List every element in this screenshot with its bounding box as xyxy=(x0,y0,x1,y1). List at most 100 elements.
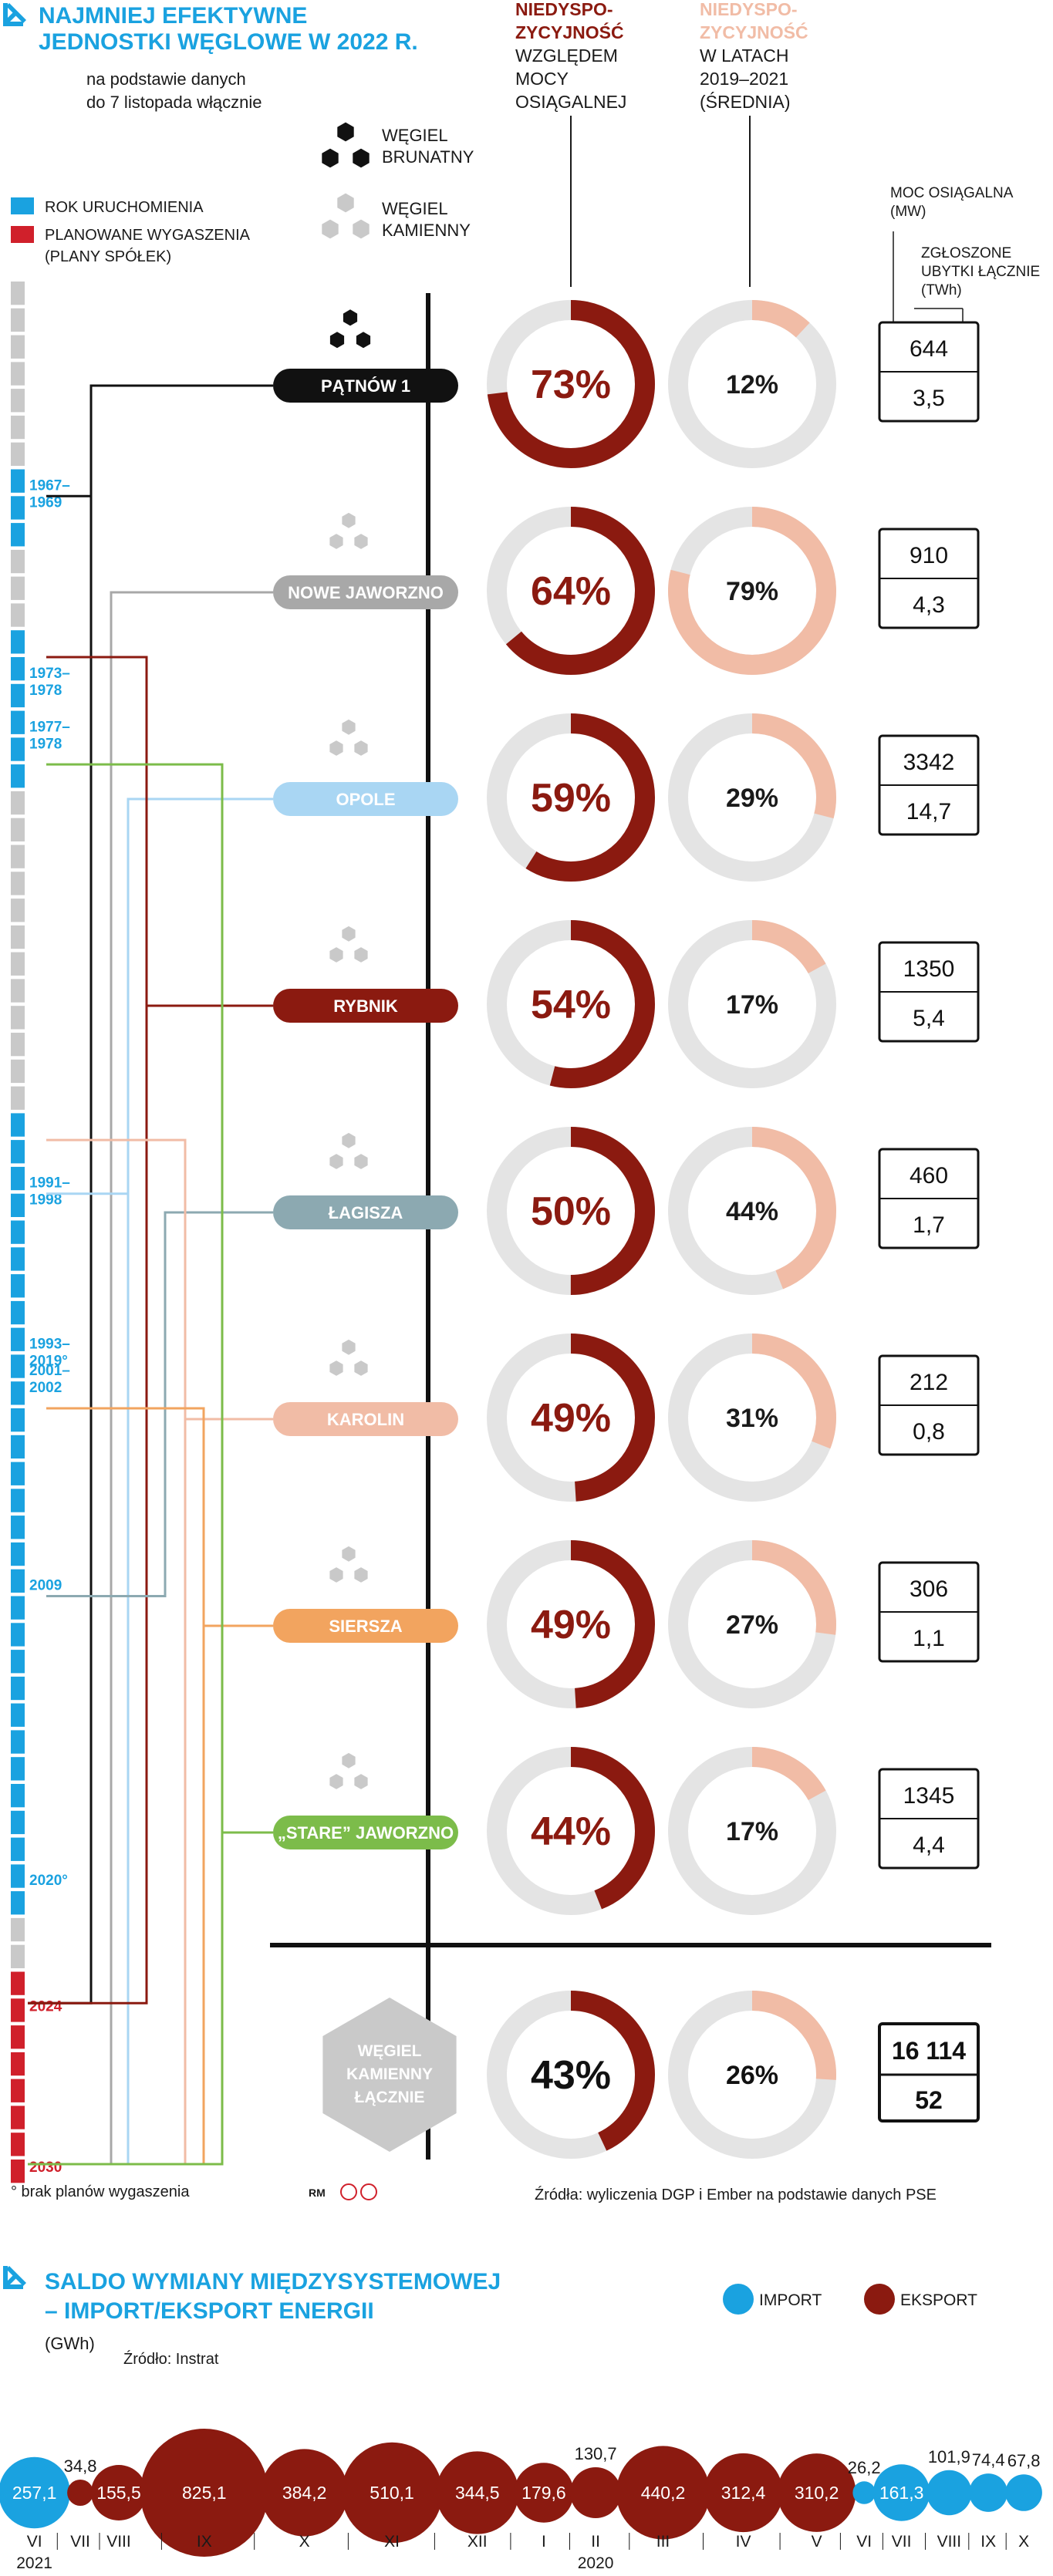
year-label-2: 2020 xyxy=(578,2554,614,2572)
timeline-year-cell xyxy=(11,1327,25,1351)
bubble-import xyxy=(1005,2474,1042,2511)
hard-coal-icon-hex xyxy=(354,1154,368,1169)
timeline-year-cell xyxy=(11,2025,25,2049)
unit-name: NOWE JAWORZNO xyxy=(288,583,444,602)
timeline-year-cell xyxy=(11,764,25,788)
lignite-legend-label-line-2: BRUNATNY xyxy=(382,147,474,167)
unit-row-8: „STARE” JAWORZNO 1345 4,4 xyxy=(273,1768,980,1870)
donut-2022-8: 44% xyxy=(487,1747,655,1915)
bubble-label: 130,7 xyxy=(575,2444,617,2463)
donut-2022-7: 49% xyxy=(487,1540,655,1708)
capacity-value: 1350 xyxy=(903,956,955,982)
unit-row-5: ŁAGISZA 460 1,7 xyxy=(273,1148,980,1249)
timeline-year-cell xyxy=(11,496,25,520)
donut-2022-5-arc xyxy=(487,1127,655,1295)
bubble-label: 344,5 xyxy=(455,2483,500,2503)
page-title-line-2: JEDNOSTKI WĘGLOWE W 2022 R. xyxy=(39,29,418,55)
unit-connector-4 xyxy=(46,656,273,1007)
unit-connector-5 xyxy=(46,1211,273,1597)
donut-2019-2021-2-label: 79% xyxy=(726,577,778,606)
section2-arrow-icon-shape xyxy=(3,2266,23,2289)
bubble-export xyxy=(140,2429,268,2557)
donut-2022-3: 59% xyxy=(487,713,655,882)
unit-row-6: KAROLIN 212 0,8 xyxy=(273,1354,980,1456)
unit-name-pill xyxy=(273,1816,458,1849)
start-legend-label: ROK URUCHOMIENIA xyxy=(45,199,204,216)
lignite-legend-icon-hex xyxy=(337,122,354,142)
total-name-line-1: WĘGIEL xyxy=(358,2042,422,2060)
hard-coal-icon-hex xyxy=(329,1567,343,1583)
loss-header-line-1: ZGŁOSZONE xyxy=(921,245,1011,261)
timeline-year-cell xyxy=(11,1059,25,1084)
donut-2019-2021-4: 17% xyxy=(668,920,836,1088)
start-year-label-6: 2002 xyxy=(29,1380,62,1396)
hard-coal-icon-hex xyxy=(342,1752,356,1768)
lignite-legend-icon-hex xyxy=(353,148,370,168)
hard-coal-icon xyxy=(329,719,368,756)
source-1: Źródła: wyliczenia DGP i Ember na podsta… xyxy=(535,2186,937,2203)
loss-header-line-3: (TWh) xyxy=(921,282,962,298)
bubble-label: 26,2 xyxy=(848,2458,881,2477)
col1-header-line-1: NIEDYSPO- xyxy=(515,0,613,19)
bubble-export xyxy=(436,2451,519,2534)
lignite-legend-label-line-1: WĘGIEL xyxy=(382,126,448,145)
donut-2019-2021-6-arc xyxy=(668,1334,836,1502)
bubble-export xyxy=(704,2453,783,2533)
bubble-import xyxy=(852,2481,876,2504)
timeline-year-cell xyxy=(11,1730,25,1754)
timeline-year-cell xyxy=(11,282,25,305)
timeline-year-cell xyxy=(11,657,25,681)
bubble-export xyxy=(570,2467,622,2518)
donut-2019-2021-1-label: 12% xyxy=(726,370,778,400)
capacity-value: 1345 xyxy=(903,1783,955,1809)
donut-2022-4: 54% xyxy=(487,920,655,1088)
timeline-year-cell xyxy=(11,415,25,440)
donut-2022-2: 64% xyxy=(487,507,655,675)
donut-total-2022: 43% xyxy=(487,1991,655,2159)
timeline-year-cell xyxy=(11,1703,25,1727)
month-tick-label: I xyxy=(542,2533,546,2551)
donut-2022-6-label: 49% xyxy=(531,1396,611,1441)
total-capacity-value: 16 114 xyxy=(892,2037,966,2065)
timeline-year-cell xyxy=(11,845,25,868)
bubble-export xyxy=(67,2480,94,2506)
donut-2022-1-label: 73% xyxy=(531,362,611,407)
shutdown-legend-label-line-1: PLANOWANE WYGASZENIA xyxy=(45,227,251,244)
start-year-label-4: 1998 xyxy=(29,1192,62,1209)
start-year-label-7: 2009 xyxy=(29,1578,62,1594)
donut-2019-2021-5-arc xyxy=(668,1127,836,1295)
unit-name: SIERSZA xyxy=(329,1617,402,1636)
lignite-legend-icon-hex xyxy=(322,148,339,168)
donut-total-2019-2021-arc xyxy=(668,1991,836,2159)
timeline-year-cell xyxy=(11,979,25,1003)
donut-2019-2021-1-arc xyxy=(668,300,836,468)
bubble-label: 67,8 xyxy=(1007,2451,1041,2470)
hard-coal-icon xyxy=(329,1132,368,1169)
timeline-year-cell xyxy=(11,1864,25,1888)
timeline-year-cell xyxy=(11,1274,25,1298)
bubble-export xyxy=(341,2442,443,2544)
donut-total-2022-arc xyxy=(487,1991,655,2159)
timeline-year-cell xyxy=(11,1810,25,1835)
donut-2019-2021-7: 27% xyxy=(668,1540,836,1708)
donut-total-2019-2021: 26% xyxy=(668,1991,836,2159)
total-hexagon xyxy=(322,1998,457,2152)
col1-header-line-3: WZGLĘDEM xyxy=(515,46,618,66)
donut-2019-2021-8-arc xyxy=(668,1747,836,1915)
bubble-export xyxy=(777,2453,856,2532)
bubble-label: 310,2 xyxy=(795,2483,839,2503)
start-year-label-2: 1973– xyxy=(29,666,70,682)
start-year-label-6: 2001– xyxy=(29,1363,70,1379)
export-legend-label: EKSPORT xyxy=(900,2291,977,2309)
timeline-year-cell xyxy=(11,1837,25,1861)
hard-coal-icon-hex xyxy=(329,1154,343,1169)
losses-value: 1,7 xyxy=(913,1212,945,1238)
timeline-year-cell xyxy=(11,2106,25,2129)
bubble-label: 155,5 xyxy=(96,2483,141,2503)
timeline-year-cell xyxy=(11,549,25,574)
timeline-year-cell xyxy=(11,1113,25,1137)
unit-connector-6 xyxy=(46,1138,273,1421)
unit-row-2: NOWE JAWORZNO 910 4,3 xyxy=(273,528,980,629)
donut-2019-2021-3-arc xyxy=(668,713,836,882)
bubble-label: 384,2 xyxy=(282,2483,327,2503)
